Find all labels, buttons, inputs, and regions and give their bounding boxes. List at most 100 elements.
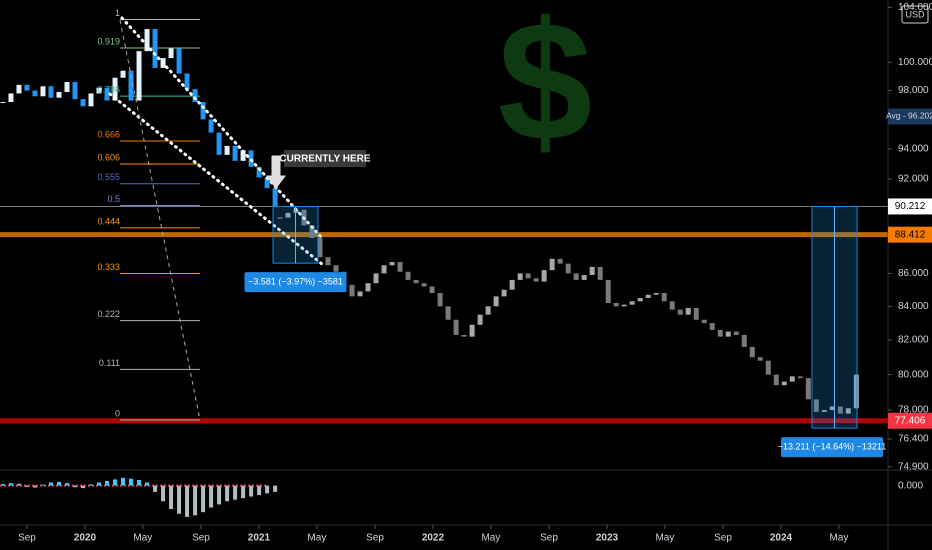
osc-bar [129,478,134,486]
y-tick-label: 100.000 [898,57,932,68]
candle-body [333,265,339,272]
candle-body [80,99,86,107]
x-tick-label: 2021 [248,533,271,544]
candle-body [381,265,387,274]
y-tick-label: 82.000 [898,335,929,346]
candle-body [256,166,262,178]
currency-box[interactable] [901,5,929,24]
candle-body [589,266,595,276]
y-tick-label: 74.900 [898,461,929,472]
arrow [266,155,286,189]
avg-tag-label: Avg - 96.202 [886,111,932,121]
candle-body [797,376,803,379]
candle-body [152,29,158,68]
candle-body [429,286,435,294]
x-tick-label: Sep [192,533,210,544]
osc-bar [97,482,102,486]
y-tick-label: 86.000 [898,268,929,279]
candle-body [573,273,579,280]
avg-tag [888,108,932,125]
candle-body [24,84,30,91]
candle-body [264,177,270,189]
fib-label: 0.5 [108,194,121,204]
candle-body [32,90,38,97]
candle-body [749,346,755,358]
candle-body [0,102,6,104]
price-tag [888,198,932,215]
osc-bar [0,484,5,486]
osc-bar [193,485,198,516]
candle-body [677,309,683,315]
fib-label: 0.111 [99,358,120,368]
candle-body [365,283,371,292]
candle-body [469,324,475,337]
candle-body [661,293,667,302]
price-tag-label: 90.212 [895,201,926,212]
y-tick-label: 94.000 [898,144,929,155]
y-tick-label: 78.000 [898,405,929,416]
candle-body [16,84,22,94]
candle-body [453,319,459,335]
candle-body [200,102,206,120]
x-tick-label: Sep [540,533,558,544]
x-tick-label: 2024 [770,533,793,544]
candle-body [733,331,739,335]
x-tick-label: May [133,533,152,544]
osc-bar [201,485,206,513]
candle-body [613,302,619,307]
candle-body [757,357,763,361]
x-tick-label: Sep [714,533,732,544]
candle-body [533,278,539,282]
candle-body [445,306,451,320]
candle-body [669,301,675,310]
y-tick-label: 98.000 [898,85,929,96]
candle-body [389,262,395,266]
y-tick-label: 76.400 [898,434,929,445]
osc-bar [185,485,190,517]
candle-body [789,376,795,382]
osc-bar [81,485,86,489]
candle-body [501,289,507,297]
candle-body [88,93,94,107]
candle-body [224,145,230,155]
candle-body [541,270,547,282]
candle-body [621,304,627,307]
candle-body [597,266,603,280]
candle-body [216,132,222,155]
osc-bar [265,485,270,494]
candle-body [48,86,54,98]
candle-body [104,87,110,101]
candle-body [240,150,246,161]
candle-body [8,93,14,103]
x-tick-label: May [829,533,848,544]
candle-body [72,82,78,100]
y-tick-label: 104.000 [898,2,932,13]
candle-body [325,257,331,266]
candle-body [493,296,499,307]
candle-body [637,298,643,302]
fib-label: 0.555 [98,172,121,182]
candle-body [685,307,691,315]
y-tick-label: 92.000 [898,174,929,185]
measure-label-box [244,272,347,293]
watermark: $ [498,0,593,177]
osc-bar [73,485,78,488]
price-tag [888,226,932,243]
candle-body [693,307,699,320]
candle-body [112,77,118,101]
candle-body [773,374,779,386]
plot [0,19,888,517]
candle-body [232,145,238,161]
x-tick-label: 2023 [596,533,619,544]
price-tag-label: 88.412 [895,229,926,240]
osc-bar [233,485,238,500]
fib-label: 1 [115,8,120,18]
candle-body [349,284,355,297]
candle-body [309,225,315,239]
candle-body [717,329,723,337]
candle-body [485,306,491,315]
osc-bar [225,485,230,502]
osc-bar [40,484,45,486]
candle-body [357,291,363,297]
